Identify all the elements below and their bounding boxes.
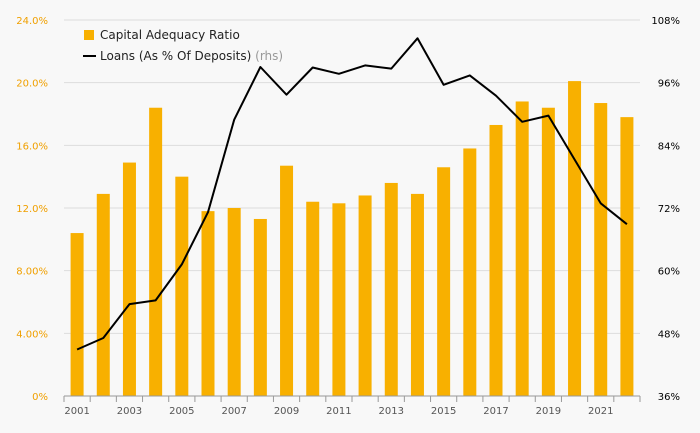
- bar: [489, 124, 503, 396]
- bar: [620, 117, 634, 396]
- bar: [358, 195, 372, 396]
- bar: [280, 165, 294, 396]
- x-tick-label: 2001: [64, 406, 89, 417]
- bar-series: [70, 81, 634, 397]
- bar: [463, 148, 477, 396]
- bar: [253, 218, 267, 396]
- x-tick-label: 2017: [483, 406, 508, 417]
- y-right-tick-label: 108%: [651, 16, 680, 27]
- x-tick-label: 2019: [536, 406, 561, 417]
- bar: [306, 201, 320, 396]
- loans-line: [76, 37, 628, 351]
- legend-line-label-main: Loans (As % Of Deposits): [100, 49, 251, 63]
- line-series: [76, 37, 628, 351]
- y-left-tick-label: 20.0%: [16, 79, 48, 90]
- y-right-tick-label: 48%: [658, 329, 680, 340]
- legend-line-label-suffix: (rhs): [255, 49, 283, 63]
- x-tick-label: 2003: [117, 406, 142, 417]
- axes: 0% 36% 4.00% 48% 8.00% 60% 12.0% 72% 16.0% 84% 20.…: [16, 16, 680, 417]
- y-left-tick-label: 16.0%: [16, 141, 48, 152]
- bar: [227, 208, 241, 396]
- bar: [175, 176, 189, 396]
- y-right-tick-label: 96%: [658, 79, 680, 90]
- bar: [149, 107, 163, 396]
- x-tick-label: 2011: [326, 406, 351, 417]
- y-right-tick-label: 36%: [658, 392, 680, 403]
- legend-line-label: Loans (As % Of Deposits) (rhs): [100, 49, 283, 63]
- bar: [201, 211, 215, 396]
- y-left-tick-label: 8.00%: [16, 267, 48, 278]
- bar: [437, 167, 451, 396]
- y-left-tick-label: 0%: [32, 392, 48, 403]
- x-tick-label: 2007: [221, 406, 246, 417]
- bar: [96, 193, 110, 396]
- bar: [568, 81, 582, 396]
- x-tick-label: 2013: [379, 406, 404, 417]
- bar: [384, 182, 398, 396]
- bar: [332, 203, 346, 396]
- y-right-tick-label: 84%: [658, 141, 680, 152]
- bar: [410, 193, 424, 396]
- legend: Capital Adequacy Ratio Loans (As % Of De…: [83, 28, 283, 63]
- bar: [594, 103, 608, 397]
- bar: [515, 101, 529, 396]
- x-tick-label: 2005: [169, 406, 194, 417]
- legend-bar-label: Capital Adequacy Ratio: [100, 28, 240, 42]
- y-right-tick-label: 60%: [658, 267, 680, 278]
- y-right-tick-label: 72%: [658, 204, 680, 215]
- y-left-tick-label: 12.0%: [16, 204, 48, 215]
- bar: [541, 107, 555, 396]
- x-tick-label: 2021: [588, 406, 613, 417]
- bar: [122, 162, 136, 396]
- x-tick-label: 2009: [274, 406, 299, 417]
- y-left-tick-label: 24.0%: [16, 16, 48, 27]
- bar: [70, 233, 84, 396]
- legend-bar-swatch: [84, 30, 94, 40]
- y-left-tick-label: 4.00%: [16, 329, 48, 340]
- x-tick-label: 2015: [431, 406, 456, 417]
